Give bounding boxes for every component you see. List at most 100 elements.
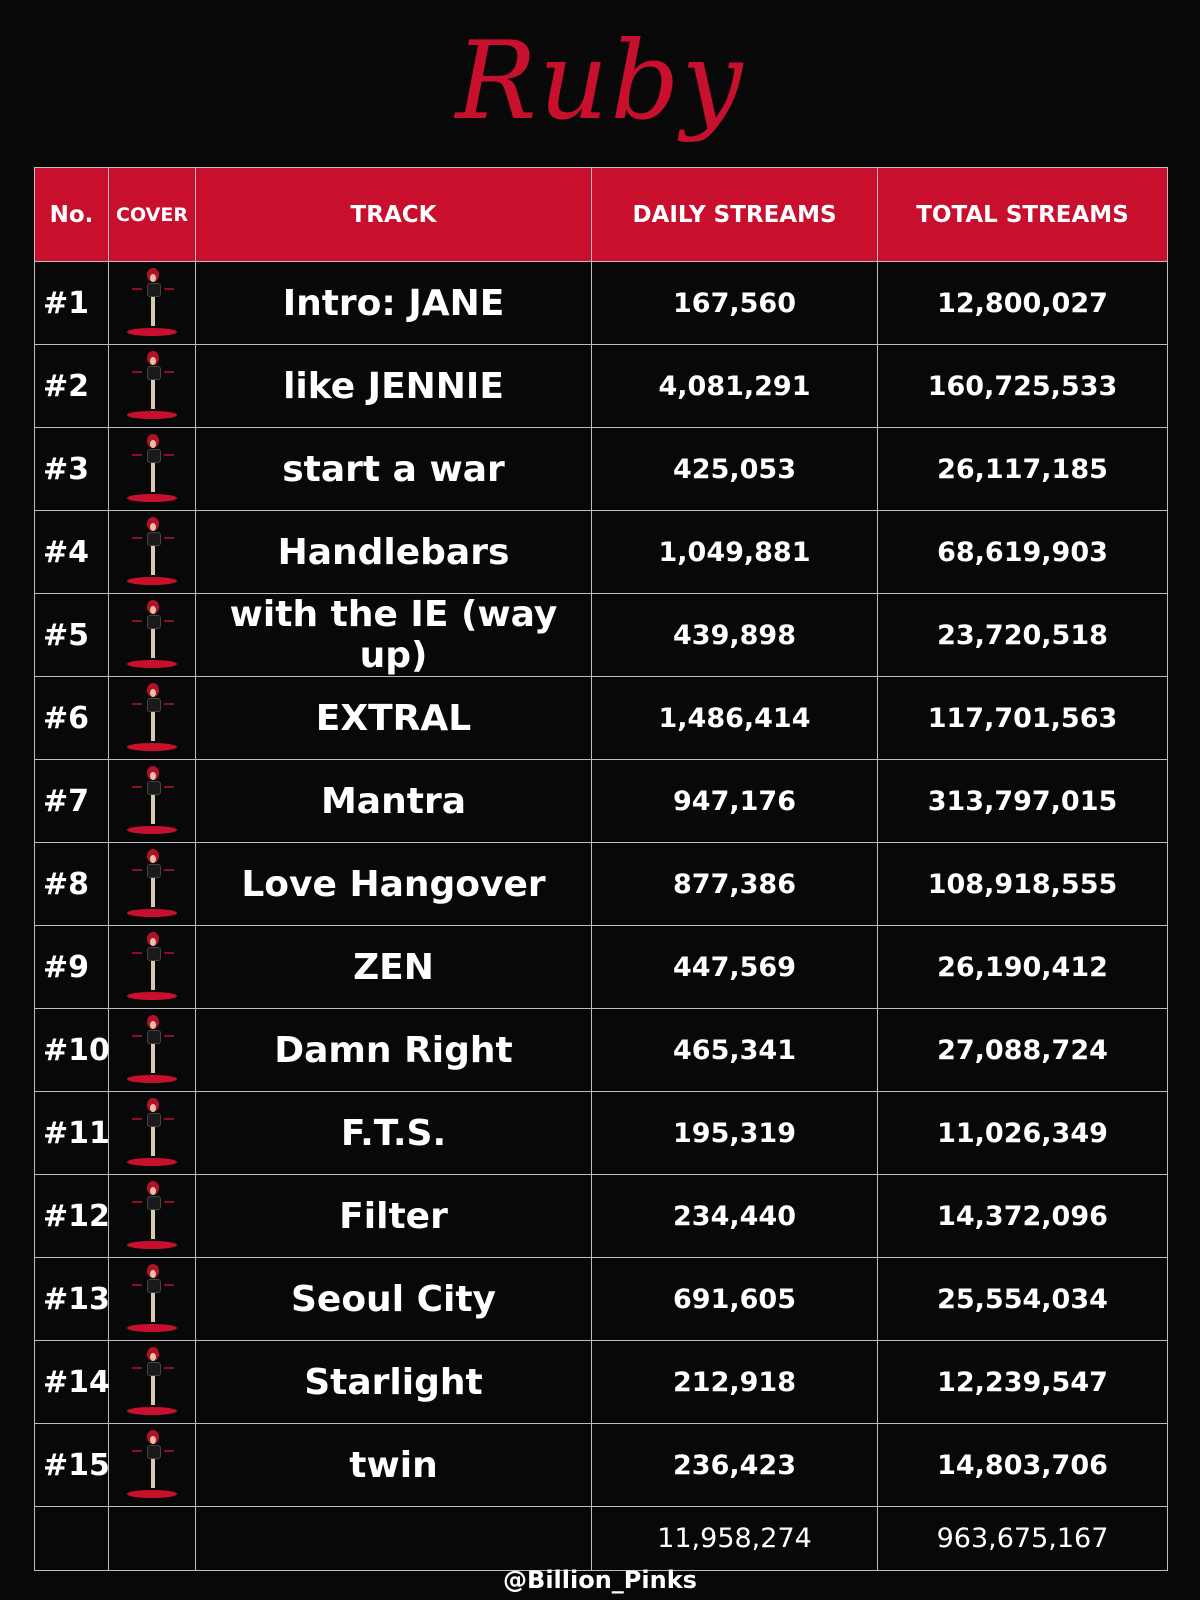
- album-cover-figure-icon: [124, 1096, 180, 1170]
- table-row: #2 like JENNIE 4,081,291 160,725,533: [34, 344, 1168, 428]
- table-row: #10 Damn Right 465,341 27,088,724: [34, 1008, 1168, 1092]
- totals-cover-empty: [108, 1506, 196, 1571]
- table-row: #12 Filter 234,440 14,372,096: [34, 1174, 1168, 1258]
- total-streams: 117,701,563: [877, 676, 1168, 760]
- cover-cell: [108, 510, 196, 594]
- table-body: #1 Intro: JANE 167,560 12,800,027 #2 like JEN…: [34, 261, 1168, 1507]
- total-streams: 26,117,185: [877, 427, 1168, 511]
- table-row: #15 twin 236,423 14,803,706: [34, 1423, 1168, 1507]
- streams-table: No. COVER TRACK DAILY STREAMS TOTAL STRE…: [34, 167, 1168, 1571]
- album-cover-figure-icon: [124, 764, 180, 838]
- total-streams: 11,026,349: [877, 1091, 1168, 1175]
- total-streams: 313,797,015: [877, 759, 1168, 843]
- track-number: #5: [34, 593, 109, 677]
- cover-cell: [108, 1257, 196, 1341]
- track-title: EXTRAL: [195, 676, 592, 760]
- album-cover-figure-icon: [124, 1345, 180, 1419]
- total-streams: 26,190,412: [877, 925, 1168, 1009]
- table-row: #8 Love Hangover 877,386 108,918,555: [34, 842, 1168, 926]
- track-title: Mantra: [195, 759, 592, 843]
- table-row: #1 Intro: JANE 167,560 12,800,027: [34, 261, 1168, 345]
- daily-streams: 877,386: [591, 842, 878, 926]
- totals-total-streams: 963,675,167: [877, 1506, 1168, 1571]
- cover-cell: [108, 344, 196, 428]
- cover-cell: [108, 1008, 196, 1092]
- album-cover-figure-icon: [124, 515, 180, 589]
- album-cover-figure-icon: [124, 1262, 180, 1336]
- album-cover-figure-icon: [124, 1013, 180, 1087]
- track-number: #6: [34, 676, 109, 760]
- cover-cell: [108, 261, 196, 345]
- daily-streams: 4,081,291: [591, 344, 878, 428]
- table-row: #11 F.T.S. 195,319 11,026,349: [34, 1091, 1168, 1175]
- album-cover-figure-icon: [124, 598, 180, 672]
- header-cover: COVER: [108, 167, 196, 262]
- header-no: No.: [34, 167, 109, 262]
- total-streams: 160,725,533: [877, 344, 1168, 428]
- track-number: #11: [34, 1091, 110, 1175]
- track-number: #7: [34, 759, 109, 843]
- daily-streams: 439,898: [591, 593, 878, 677]
- table-row: #4 Handlebars 1,049,881 68,619,903: [34, 510, 1168, 594]
- cover-cell: [108, 1340, 196, 1424]
- total-streams: 12,800,027: [877, 261, 1168, 345]
- track-title: Filter: [195, 1174, 592, 1258]
- track-title: Handlebars: [195, 510, 592, 594]
- album-title: Ruby: [455, 19, 745, 144]
- track-title: ZEN: [195, 925, 592, 1009]
- track-number: #15: [34, 1423, 110, 1507]
- total-streams: 23,720,518: [877, 593, 1168, 677]
- total-streams: 14,803,706: [877, 1423, 1168, 1507]
- totals-track-empty: [195, 1506, 592, 1571]
- album-cover-figure-icon: [124, 930, 180, 1004]
- cover-cell: [108, 593, 196, 677]
- table-row: #9 ZEN 447,569 26,190,412: [34, 925, 1168, 1009]
- album-cover-figure-icon: [124, 1428, 180, 1502]
- daily-streams: 447,569: [591, 925, 878, 1009]
- total-streams: 68,619,903: [877, 510, 1168, 594]
- watermark-handle: @Billion_Pinks: [503, 1566, 697, 1594]
- table-row: #7 Mantra 947,176 313,797,015: [34, 759, 1168, 843]
- total-streams: 27,088,724: [877, 1008, 1168, 1092]
- album-cover-figure-icon: [124, 847, 180, 921]
- cover-cell: [108, 1174, 196, 1258]
- track-number: #13: [34, 1257, 110, 1341]
- album-cover-figure-icon: [124, 1179, 180, 1253]
- table-row: #6 EXTRAL 1,486,414 117,701,563: [34, 676, 1168, 760]
- track-title: Starlight: [195, 1340, 592, 1424]
- track-number: #8: [34, 842, 109, 926]
- album-cover-figure-icon: [124, 266, 180, 340]
- track-title: like JENNIE: [195, 344, 592, 428]
- totals-no-empty: [34, 1506, 109, 1571]
- table-row: #3 start a war 425,053 26,117,185: [34, 427, 1168, 511]
- total-streams: 25,554,034: [877, 1257, 1168, 1341]
- track-title: with the IE (way up): [195, 593, 592, 677]
- track-number: #4: [34, 510, 109, 594]
- track-title: Damn Right: [195, 1008, 592, 1092]
- track-number: #12: [34, 1174, 110, 1258]
- table-row: #13 Seoul City 691,605 25,554,034: [34, 1257, 1168, 1341]
- cover-cell: [108, 1423, 196, 1507]
- album-cover-figure-icon: [124, 681, 180, 755]
- daily-streams: 947,176: [591, 759, 878, 843]
- track-title: Intro: JANE: [195, 261, 592, 345]
- header-daily-streams: DAILY STREAMS: [591, 167, 878, 262]
- daily-streams: 234,440: [591, 1174, 878, 1258]
- table-header-row: No. COVER TRACK DAILY STREAMS TOTAL STRE…: [34, 167, 1168, 262]
- cover-cell: [108, 759, 196, 843]
- track-title: F.T.S.: [195, 1091, 592, 1175]
- daily-streams: 1,486,414: [591, 676, 878, 760]
- daily-streams: 465,341: [591, 1008, 878, 1092]
- cover-cell: [108, 676, 196, 760]
- track-number: #1: [34, 261, 109, 345]
- header-track: TRACK: [195, 167, 592, 262]
- daily-streams: 1,049,881: [591, 510, 878, 594]
- track-title: twin: [195, 1423, 592, 1507]
- daily-streams: 691,605: [591, 1257, 878, 1341]
- daily-streams: 212,918: [591, 1340, 878, 1424]
- total-streams: 14,372,096: [877, 1174, 1168, 1258]
- cover-cell: [108, 842, 196, 926]
- total-streams: 12,239,547: [877, 1340, 1168, 1424]
- track-number: #2: [34, 344, 109, 428]
- cover-cell: [108, 1091, 196, 1175]
